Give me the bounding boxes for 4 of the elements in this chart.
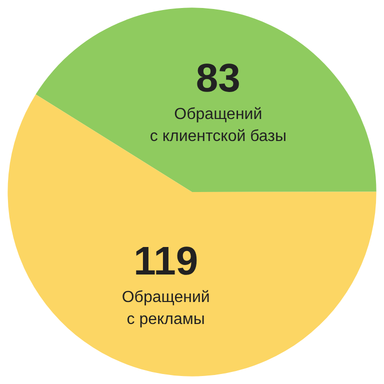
slice-label: Обращений с рекламы bbox=[122, 288, 210, 328]
data-label: 83 bbox=[196, 56, 240, 101]
slice-label: Обращений с клиентской базы bbox=[150, 106, 286, 146]
data-label: 119 bbox=[134, 239, 198, 284]
